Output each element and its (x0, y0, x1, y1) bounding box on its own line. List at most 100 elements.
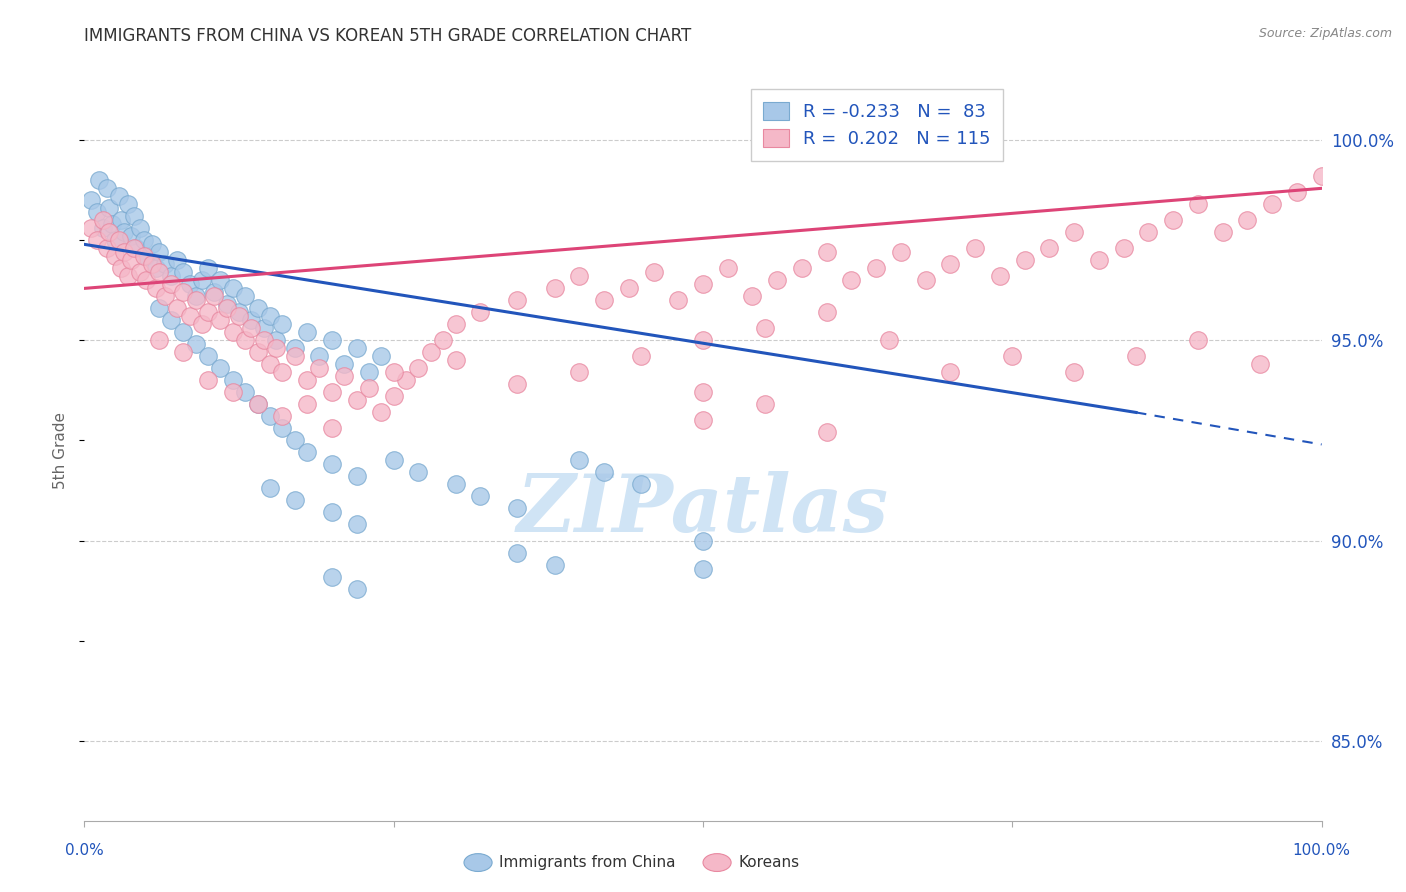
Point (98, 225, 121, 239)
Point (444, 353, 467, 368)
Point (110, 213, 132, 227)
Point (346, 469, 368, 483)
Point (233, 334, 256, 348)
Point (209, 361, 232, 376)
Point (160, 313, 183, 327)
Text: Koreans: Koreans (738, 855, 799, 870)
Point (382, 453, 405, 467)
Point (209, 273, 232, 287)
Point (215, 301, 238, 316)
Point (96, 241, 118, 255)
Point (568, 453, 591, 467)
Point (988, 269, 1011, 284)
Point (346, 582, 368, 596)
Point (1063, 366, 1085, 380)
Point (259, 310, 281, 324)
Point (444, 477, 467, 491)
Point (271, 366, 294, 380)
Point (112, 225, 135, 239)
Point (197, 373, 219, 387)
Point (202, 285, 225, 300)
Point (184, 293, 207, 308)
Point (202, 289, 225, 303)
Point (939, 366, 962, 380)
Point (240, 321, 263, 335)
Point (197, 261, 219, 276)
Point (815, 425, 838, 440)
Point (253, 334, 276, 348)
Point (184, 337, 207, 351)
Point (222, 326, 245, 340)
Point (259, 358, 281, 372)
Point (191, 273, 214, 287)
Point (145, 281, 167, 295)
Point (630, 350, 652, 364)
Point (264, 334, 287, 348)
Point (166, 253, 188, 268)
Point (172, 345, 194, 359)
Point (965, 241, 987, 255)
Point (86, 205, 108, 219)
Point (593, 293, 616, 308)
Point (135, 249, 157, 263)
Point (284, 434, 307, 448)
Point (141, 237, 163, 252)
Point (112, 245, 135, 260)
Point (346, 517, 368, 532)
Point (125, 241, 148, 255)
Point (617, 281, 640, 295)
Point (470, 490, 492, 504)
Point (543, 558, 565, 572)
Point (692, 385, 714, 400)
Point (172, 265, 194, 279)
Point (506, 545, 529, 559)
Point (1014, 253, 1036, 268)
Point (382, 366, 405, 380)
Point (568, 269, 591, 284)
Point (117, 269, 139, 284)
Point (357, 366, 380, 380)
Point (160, 269, 183, 284)
Point (108, 233, 131, 247)
Point (148, 301, 170, 316)
Point (132, 233, 155, 247)
Point (754, 397, 776, 411)
Point (1038, 241, 1060, 255)
Point (1236, 213, 1258, 227)
Legend: R = -0.233   N =  83, R =  0.202   N = 115: R = -0.233 N = 83, R = 0.202 N = 115 (751, 89, 1004, 161)
Point (766, 273, 789, 287)
Point (98, 202, 121, 216)
Point (346, 342, 368, 356)
Point (295, 326, 318, 340)
Point (1112, 241, 1135, 255)
Point (506, 293, 529, 308)
Point (264, 342, 287, 356)
Point (877, 334, 900, 348)
Point (246, 345, 269, 359)
Point (108, 189, 131, 203)
Point (1088, 253, 1111, 268)
Point (346, 393, 368, 408)
Text: 100.0%: 100.0% (1292, 843, 1351, 858)
Point (1125, 350, 1147, 364)
Point (408, 466, 430, 480)
Point (815, 305, 838, 319)
Point (91, 213, 114, 227)
Text: IMMIGRANTS FROM CHINA VS KOREAN 5TH GRADE CORRELATION CHART: IMMIGRANTS FROM CHINA VS KOREAN 5TH GRAD… (84, 27, 692, 45)
Point (197, 305, 219, 319)
Point (233, 385, 256, 400)
Point (145, 261, 167, 276)
Point (179, 310, 201, 324)
Text: ZIPatlas: ZIPatlas (517, 471, 889, 549)
Point (333, 358, 356, 372)
Point (382, 389, 405, 403)
Point (104, 249, 127, 263)
Point (179, 277, 201, 292)
Point (370, 350, 392, 364)
Point (166, 301, 188, 316)
Point (1187, 334, 1209, 348)
Point (357, 381, 380, 395)
Point (432, 334, 454, 348)
Point (132, 249, 155, 263)
Point (191, 318, 214, 332)
